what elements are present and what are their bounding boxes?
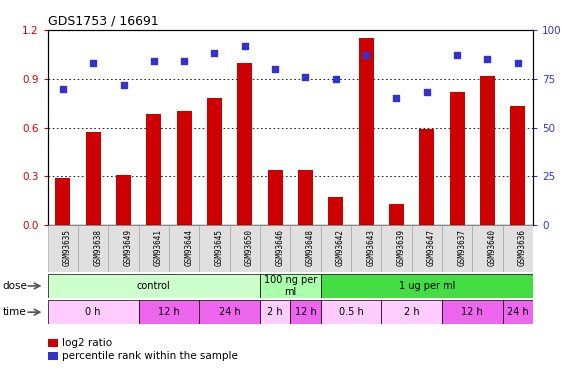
- Text: 12 h: 12 h: [461, 307, 483, 317]
- Bar: [442, 225, 472, 272]
- Bar: [199, 300, 260, 324]
- Bar: [510, 106, 525, 225]
- Text: GSM93637: GSM93637: [457, 229, 466, 266]
- Bar: [169, 225, 199, 272]
- Bar: [480, 75, 495, 225]
- Bar: [207, 98, 222, 225]
- Text: 24 h: 24 h: [507, 307, 528, 317]
- Text: GSM93647: GSM93647: [427, 229, 436, 266]
- Text: dose: dose: [3, 281, 27, 291]
- Text: GSM93636: GSM93636: [518, 229, 527, 266]
- Text: 0 h: 0 h: [85, 307, 101, 317]
- Text: 2 h: 2 h: [268, 307, 283, 317]
- Point: [240, 43, 249, 49]
- Bar: [381, 225, 412, 272]
- Point: [453, 53, 462, 58]
- Point: [301, 74, 310, 80]
- Bar: [321, 300, 381, 324]
- Bar: [86, 132, 101, 225]
- Point: [89, 60, 98, 66]
- Text: 1 ug per ml: 1 ug per ml: [399, 281, 455, 291]
- Text: GDS1753 / 16691: GDS1753 / 16691: [48, 15, 158, 28]
- Text: 24 h: 24 h: [219, 307, 241, 317]
- Point: [362, 53, 371, 58]
- Bar: [139, 225, 169, 272]
- Text: log2 ratio: log2 ratio: [62, 338, 112, 348]
- Bar: [108, 225, 139, 272]
- Text: time: time: [3, 307, 26, 317]
- Bar: [419, 129, 434, 225]
- Point: [392, 95, 401, 101]
- Point: [149, 58, 158, 64]
- Bar: [298, 170, 313, 225]
- Text: 100 ng per
ml: 100 ng per ml: [264, 275, 317, 297]
- Bar: [48, 225, 78, 272]
- Text: GSM93643: GSM93643: [366, 229, 375, 266]
- Text: 12 h: 12 h: [158, 307, 180, 317]
- Bar: [321, 225, 351, 272]
- Text: GSM93642: GSM93642: [336, 229, 345, 266]
- Text: control: control: [137, 281, 171, 291]
- Text: GSM93638: GSM93638: [93, 229, 102, 266]
- Point: [513, 60, 522, 66]
- Point: [483, 56, 492, 62]
- Text: percentile rank within the sample: percentile rank within the sample: [62, 351, 238, 361]
- Point: [270, 66, 279, 72]
- Point: [332, 76, 341, 82]
- Bar: [199, 225, 229, 272]
- Bar: [260, 225, 291, 272]
- Bar: [48, 300, 139, 324]
- Text: GSM93641: GSM93641: [154, 229, 163, 266]
- Bar: [260, 300, 291, 324]
- Text: GSM93648: GSM93648: [306, 229, 315, 266]
- Bar: [260, 274, 321, 298]
- Bar: [389, 204, 404, 225]
- Text: GSM93646: GSM93646: [275, 229, 284, 266]
- Bar: [177, 111, 192, 225]
- Text: GSM93640: GSM93640: [488, 229, 496, 266]
- Bar: [503, 300, 533, 324]
- Point: [119, 82, 128, 88]
- Bar: [139, 300, 199, 324]
- Bar: [78, 225, 108, 272]
- Text: GSM93644: GSM93644: [184, 229, 193, 266]
- Bar: [268, 170, 283, 225]
- Bar: [56, 178, 71, 225]
- Bar: [503, 225, 533, 272]
- Bar: [412, 225, 442, 272]
- Bar: [229, 225, 260, 272]
- Bar: [449, 92, 465, 225]
- Bar: [381, 300, 442, 324]
- Bar: [472, 225, 503, 272]
- Point: [180, 58, 188, 64]
- Point: [210, 50, 219, 56]
- Point: [58, 86, 67, 92]
- Text: GSM93639: GSM93639: [397, 229, 406, 266]
- Bar: [321, 274, 533, 298]
- Bar: [146, 114, 162, 225]
- Text: 12 h: 12 h: [295, 307, 316, 317]
- Text: GSM93649: GSM93649: [123, 229, 132, 266]
- Text: 0.5 h: 0.5 h: [339, 307, 364, 317]
- Text: GSM93635: GSM93635: [63, 229, 72, 266]
- Point: [422, 89, 431, 95]
- Bar: [351, 225, 381, 272]
- Bar: [358, 38, 374, 225]
- Bar: [116, 175, 131, 225]
- Bar: [291, 300, 321, 324]
- Bar: [442, 300, 503, 324]
- Text: GSM93645: GSM93645: [214, 229, 223, 266]
- Text: GSM93650: GSM93650: [245, 229, 254, 266]
- Bar: [290, 225, 321, 272]
- Bar: [237, 63, 252, 225]
- Bar: [48, 274, 260, 298]
- Text: 2 h: 2 h: [404, 307, 420, 317]
- Bar: [328, 197, 343, 225]
